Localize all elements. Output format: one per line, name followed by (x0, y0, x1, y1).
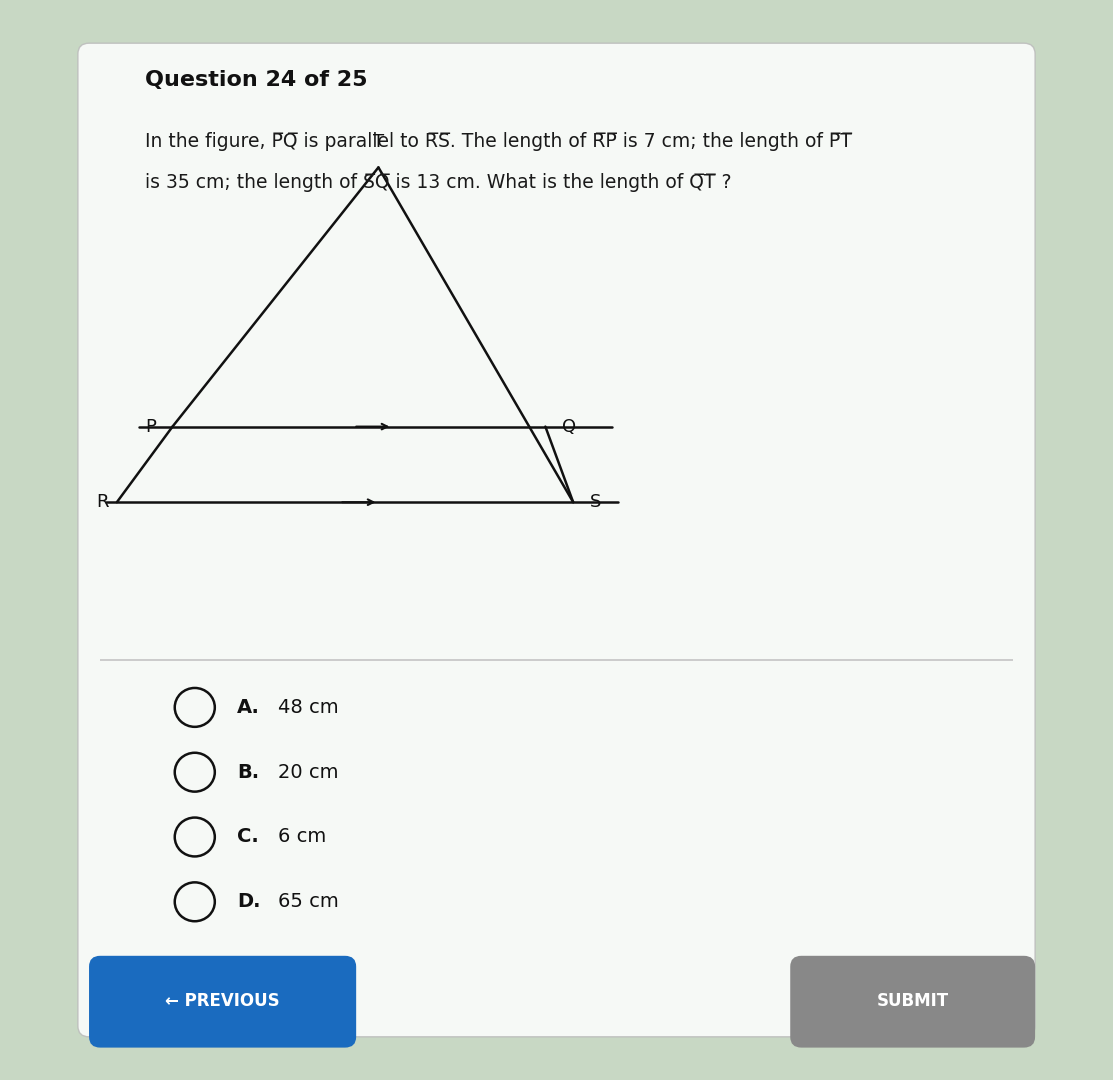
Text: B.: B. (237, 762, 259, 782)
Text: C.: C. (237, 827, 259, 847)
Text: P: P (145, 418, 156, 435)
Text: Q: Q (562, 418, 577, 435)
Text: D.: D. (237, 892, 260, 912)
FancyBboxPatch shape (100, 659, 1013, 661)
Text: 20 cm: 20 cm (278, 762, 338, 782)
Text: In the figure, P̅Q̅ is parallel to R̅S̅. The length of R̅P̅ is 7 cm; the length : In the figure, P̅Q̅ is parallel to R̅S̅.… (145, 132, 851, 151)
Text: R: R (96, 494, 108, 511)
Text: T: T (373, 133, 384, 151)
Text: A.: A. (237, 698, 260, 717)
Text: 65 cm: 65 cm (278, 892, 339, 912)
Text: 6 cm: 6 cm (278, 827, 326, 847)
Text: S: S (590, 494, 601, 511)
FancyBboxPatch shape (790, 956, 1035, 1048)
Text: ← PREVIOUS: ← PREVIOUS (166, 993, 279, 1010)
Text: SUBMIT: SUBMIT (877, 993, 948, 1010)
FancyBboxPatch shape (89, 956, 356, 1048)
FancyBboxPatch shape (78, 43, 1035, 1037)
Text: 48 cm: 48 cm (278, 698, 338, 717)
Text: Question 24 of 25: Question 24 of 25 (145, 70, 367, 91)
Text: is 35 cm; the length of S̅Q̅ is 13 cm. What is the length of Q̅T̅ ?: is 35 cm; the length of S̅Q̅ is 13 cm. W… (145, 173, 731, 192)
